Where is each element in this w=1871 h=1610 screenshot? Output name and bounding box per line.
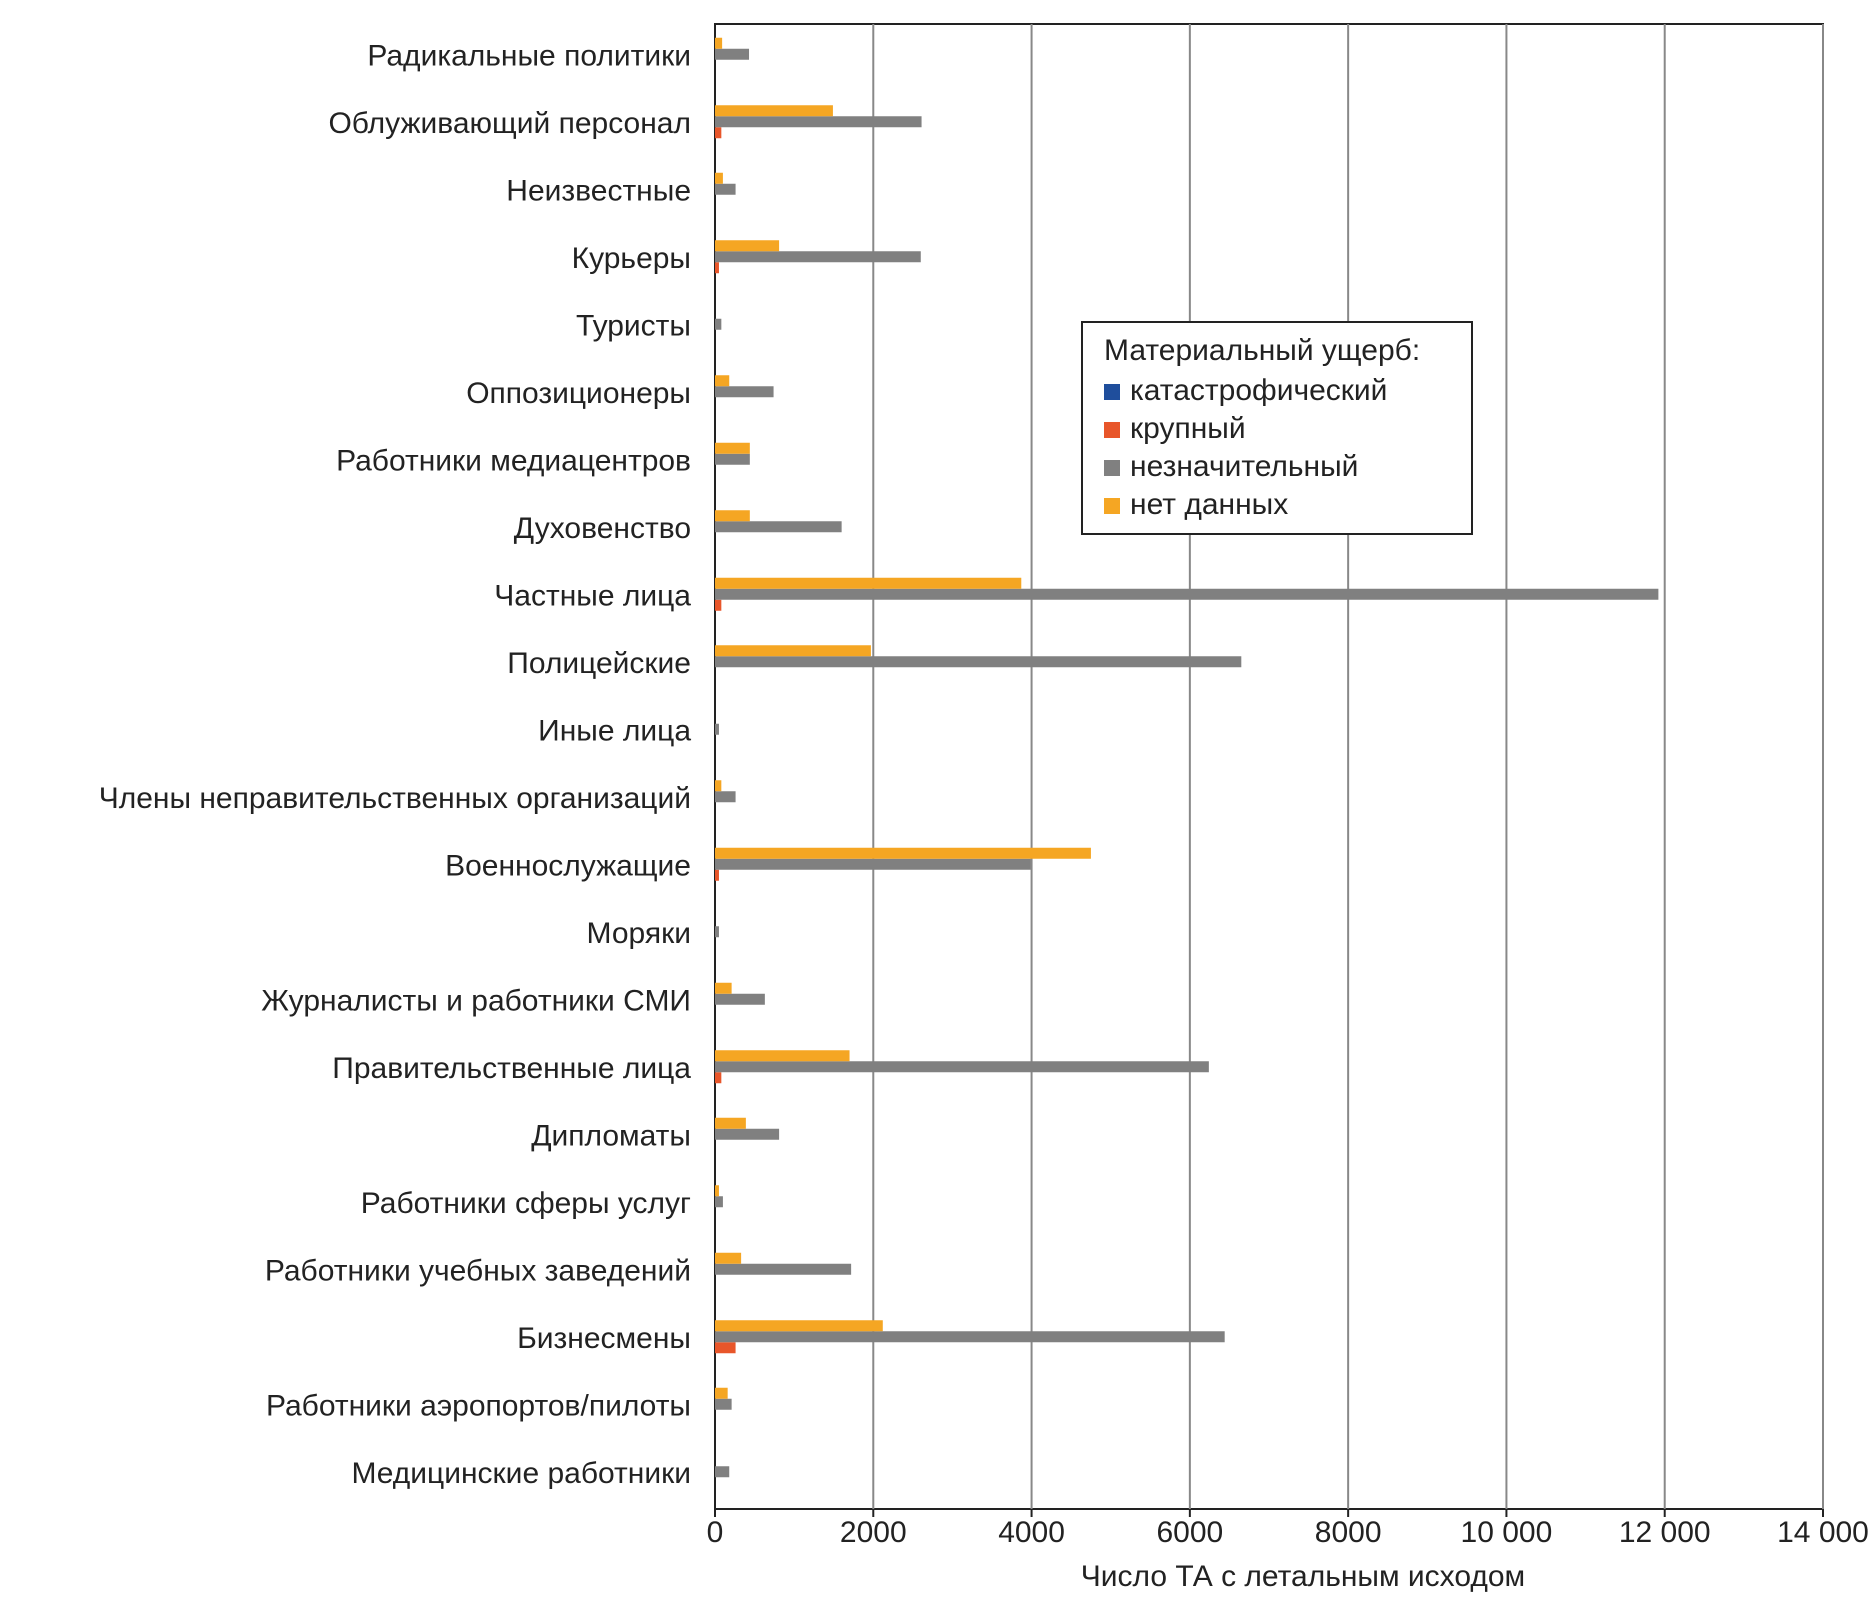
y-tick-label: Туристы (576, 310, 691, 343)
y-tick-label: Частные лица (494, 580, 691, 613)
bar (715, 1387, 728, 1399)
legend-label: нет данных (1130, 488, 1288, 521)
bar (715, 1072, 722, 1084)
legend-swatch (1104, 460, 1120, 476)
bar (715, 386, 774, 398)
y-tick-label: Моряки (587, 917, 692, 950)
y-tick-label: Дипломаты (531, 1120, 691, 1153)
bar (715, 105, 833, 117)
y-tick-label: Работники медиацентров (336, 445, 691, 478)
bar (715, 442, 750, 454)
y-tick-label: Журналисты и работники СМИ (261, 985, 691, 1018)
bar (715, 1398, 732, 1410)
bar (715, 262, 719, 274)
legend-swatch (1104, 384, 1120, 400)
legend-swatch (1104, 498, 1120, 514)
bar (715, 869, 719, 881)
bar (715, 318, 722, 330)
legend-label: катастрофический (1130, 374, 1387, 407)
bar (715, 1128, 780, 1140)
bar (715, 183, 736, 195)
bar (715, 847, 1091, 859)
y-tick-label: Работники аэропортов/пилоты (266, 1390, 691, 1423)
bar (715, 645, 871, 657)
legend-box (1081, 321, 1473, 535)
bar (715, 1342, 736, 1354)
bar (715, 453, 750, 465)
bar (715, 48, 750, 60)
bar (715, 375, 730, 387)
x-tick-label: 4000 (998, 1516, 1065, 1549)
bar (715, 926, 719, 938)
bar (715, 723, 719, 735)
bar (715, 1320, 883, 1332)
x-tick-label: 8000 (1315, 1516, 1382, 1549)
legend-label: крупный (1130, 412, 1246, 445)
bar (715, 993, 765, 1005)
legend-swatch (1104, 422, 1120, 438)
x-tick-label: 0 (707, 1516, 724, 1549)
bar (715, 577, 1022, 589)
x-tick-label: 14 000 (1777, 1516, 1869, 1549)
y-tick-label: Работники сферы услуг (361, 1187, 691, 1220)
x-axis-title: Число ТА с летальным исходом (1081, 1560, 1525, 1593)
bar (715, 37, 723, 49)
x-tick-label: 10 000 (1461, 1516, 1553, 1549)
bar (715, 1466, 730, 1478)
bar (715, 1117, 746, 1129)
bar (715, 780, 722, 792)
bar (715, 251, 921, 263)
y-tick-label: Правительственные лица (332, 1052, 691, 1085)
y-tick-label: Члены неправительственных организаций (99, 782, 691, 815)
y-tick-label: Бизнесмены (517, 1322, 691, 1355)
y-tick-label: Медицинские работники (351, 1457, 691, 1490)
bar (715, 1185, 719, 1197)
bar (715, 599, 722, 611)
y-tick-label: Радикальные политики (367, 40, 691, 73)
y-tick-label: Оппозиционеры (466, 377, 691, 410)
bar (715, 127, 722, 139)
x-tick-label: 2000 (840, 1516, 907, 1549)
y-tick-label: Неизвестные (506, 175, 691, 208)
bar (715, 656, 1242, 668)
bar (715, 521, 842, 533)
x-tick-label: 12 000 (1619, 1516, 1711, 1549)
bar (715, 588, 1659, 600)
bar (715, 1252, 742, 1264)
y-tick-label: Военнослужащие (445, 850, 691, 883)
legend-title: Материальный ущерб: (1104, 334, 1420, 367)
y-tick-label: Работники учебных заведений (265, 1255, 691, 1288)
y-tick-label: Курьеры (572, 242, 691, 275)
bar (715, 982, 732, 994)
bar (715, 1331, 1225, 1343)
bar (715, 510, 750, 522)
x-tick-label: 6000 (1156, 1516, 1223, 1549)
bar (715, 1050, 850, 1062)
bar (715, 172, 723, 184)
plot-frame (714, 23, 1824, 1510)
y-tick-label: Облуживающий персонал (328, 107, 691, 140)
bar (715, 116, 922, 128)
bar (715, 240, 780, 252)
bar (715, 791, 736, 803)
legend-label: незначительный (1130, 450, 1358, 483)
bar (715, 1263, 852, 1275)
y-tick-label: Полицейские (507, 647, 691, 680)
bar (715, 858, 1031, 870)
y-tick-label: Иные лица (538, 715, 691, 748)
bar (715, 1196, 723, 1208)
y-tick-label: Духовенство (514, 512, 691, 545)
bar (715, 1061, 1209, 1073)
